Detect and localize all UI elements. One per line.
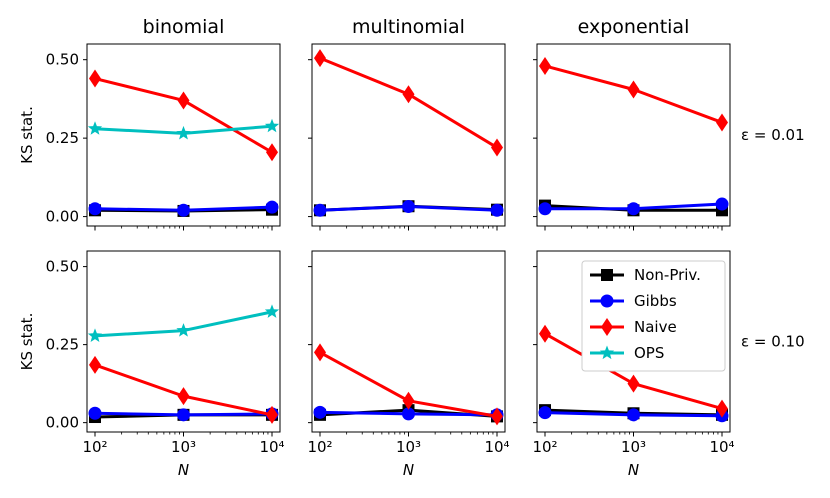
x-tick-label: 10³	[171, 438, 196, 456]
data-point-naive-0	[539, 56, 551, 75]
legend-marker-naive	[601, 318, 613, 336]
legend-item-non-priv: Non-Priv.	[590, 266, 701, 284]
data-point-naive-1	[177, 387, 190, 406]
data-point-naive-1	[627, 80, 640, 99]
legend-item-gibbs: Gibbs	[590, 292, 677, 310]
data-point-naive-2	[716, 113, 728, 132]
y-tick-label: 0.00	[46, 208, 79, 226]
legend-label: Non-Priv.	[634, 266, 701, 284]
series-line-naive	[94, 77, 273, 154]
data-point-naive-0	[314, 343, 326, 362]
data-point-ops-0	[87, 121, 103, 135]
panel-r0-c2	[533, 43, 731, 231]
legend-label: OPS	[634, 344, 664, 362]
y-tick-label: 0.50	[46, 258, 79, 276]
x-tick-label: 10²	[82, 438, 107, 456]
data-point-gibbs-2	[490, 203, 504, 217]
y-axis-label-row-1: KS stat.	[18, 313, 36, 371]
data-point-ops-2	[264, 304, 280, 318]
panels-layer: binomial multinomial exponential ε = 0.01 KS…	[18, 16, 805, 479]
row-label-1: ε = 0.10	[741, 333, 805, 351]
legend-box	[581, 260, 726, 372]
data-point-naive-0	[314, 49, 326, 68]
x-tick-label: 10⁴	[484, 438, 509, 456]
legend-marker-non-priv	[601, 269, 613, 281]
data-point-naive-2	[491, 138, 503, 157]
x-tick-label: 10³	[621, 438, 646, 456]
data-point-ops-1	[176, 323, 191, 337]
legend: Non-Priv. Gibbs Naive OPS	[581, 260, 726, 372]
data-point-gibbs-2	[715, 197, 729, 211]
data-point-gibbs-0	[538, 202, 552, 216]
data-point-gibbs-0	[313, 203, 327, 217]
data-point-naive-2	[491, 407, 503, 426]
data-point-gibbs-1	[402, 200, 415, 214]
data-point-gibbs-0	[538, 406, 552, 420]
y-tick-label: 0.25	[46, 129, 79, 147]
data-point-ops-1	[176, 125, 191, 140]
data-point-naive-1	[627, 374, 640, 393]
x-tick-label: 10⁴	[259, 438, 284, 456]
data-point-naive-0	[89, 69, 101, 88]
data-point-naive-2	[266, 405, 278, 424]
data-point-naive-0	[539, 324, 551, 343]
data-point-ops-2	[264, 118, 280, 133]
y-tick-label: 0.00	[46, 414, 79, 432]
x-tick-label: 10³	[396, 438, 421, 456]
panel-r1-c2: 10² 10³ 10⁴	[532, 250, 735, 456]
data-point-gibbs-0	[313, 405, 327, 419]
data-point-gibbs-0	[88, 406, 102, 420]
y-tick-label: 0.25	[46, 336, 79, 354]
data-point-gibbs-1	[177, 408, 190, 422]
x-axis-label-col-2: N	[628, 461, 639, 479]
data-point-naive-2	[716, 399, 728, 418]
legend-marker-gibbs	[600, 294, 614, 308]
data-point-gibbs-1	[627, 408, 640, 422]
data-point-naive-1	[402, 391, 415, 410]
x-axis-label-col-1: N	[403, 461, 414, 479]
panel-r1-c1: 10² 10³ 10⁴	[307, 250, 510, 456]
panel-r0-c1	[308, 43, 506, 231]
data-point-gibbs-0	[88, 202, 102, 216]
legend-label: Gibbs	[634, 292, 677, 310]
panel-r0-c0: 0.00 0.25 0.50	[46, 43, 281, 231]
data-point-gibbs-1	[627, 202, 640, 216]
data-point-naive-1	[402, 85, 415, 104]
data-point-ops-0	[87, 328, 103, 342]
data-point-gibbs-1	[402, 407, 415, 421]
x-tick-label: 10²	[307, 438, 332, 456]
data-point-gibbs-2	[265, 200, 279, 214]
data-point-gibbs-1	[177, 203, 190, 217]
column-title-multinomial: multinomial	[352, 16, 465, 38]
column-title-binomial: binomial	[143, 16, 225, 38]
panel-r1-c0: 0.00 0.25 0.50 10² 10³ 10⁴	[46, 250, 285, 456]
data-point-naive-2	[266, 143, 278, 162]
data-point-naive-1	[177, 91, 190, 110]
y-axis-label-row-0: KS stat.	[18, 106, 36, 164]
x-tick-label: 10⁴	[709, 438, 734, 456]
y-tick-label: 0.50	[46, 51, 79, 69]
legend-item-naive: Naive	[590, 318, 677, 336]
legend-item-ops: OPS	[590, 344, 664, 362]
column-title-exponential: exponential	[578, 16, 690, 38]
data-point-naive-0	[89, 355, 101, 374]
x-axis-label-col-0: N	[178, 461, 189, 479]
legend-label: Naive	[634, 318, 677, 336]
x-tick-label: 10²	[532, 438, 557, 456]
row-label-0: ε = 0.01	[741, 126, 805, 144]
legend-marker-ops	[599, 345, 615, 360]
